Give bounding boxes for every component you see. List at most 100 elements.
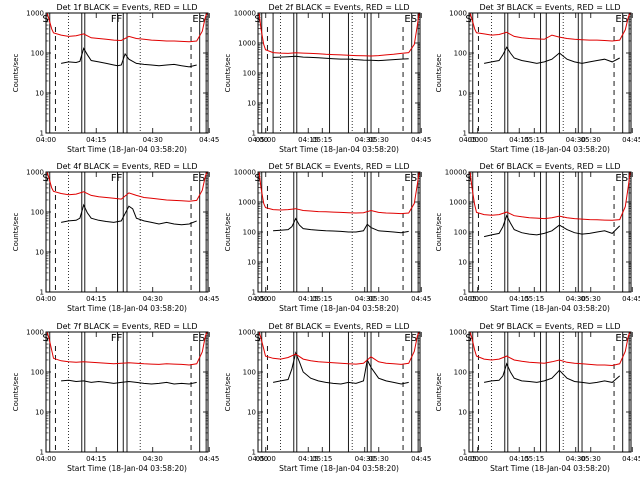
x-tick-label: 04:15 <box>298 136 318 144</box>
plot-frame <box>257 171 421 293</box>
event-marker-label: F <box>116 173 122 184</box>
series-events-line <box>61 47 197 68</box>
panel-title: Det 7f BLACK = Events, RED = LLD <box>56 322 197 331</box>
detector-panel: Det 5f BLACK = Events, RED = LLD Counts/s… <box>224 162 601 313</box>
series-lld-line <box>258 331 420 365</box>
y-axis-label: Counts/sec <box>12 373 20 412</box>
y-tick-label: 10000 <box>234 10 256 18</box>
x-tick-label: 05:15 <box>312 295 332 303</box>
event-marker-label: S <box>622 173 628 184</box>
y-tick-label: 1000 <box>449 329 467 337</box>
event-marker-label: S <box>199 333 205 344</box>
series-lld-line <box>469 171 631 221</box>
event-marker-label: S <box>411 14 417 25</box>
series-events-line <box>273 217 409 234</box>
y-tick-label: 1000 <box>238 329 256 337</box>
series-lld-line <box>469 331 631 367</box>
y-tick-label: 1000 <box>238 199 256 207</box>
series-lld-line <box>46 171 208 202</box>
detector-panel: Det 4f BLACK = Events, RED = LLD Counts/s… <box>12 162 389 313</box>
x-tick-label: 05:15 <box>524 295 544 303</box>
x-tick-label: 04:15 <box>509 295 529 303</box>
x-tick-label: 04:15 <box>298 295 318 303</box>
event-marker-label: E <box>192 14 198 25</box>
y-tick-label: 10 <box>35 409 44 417</box>
x-tick-label: 04:00 <box>36 295 56 303</box>
event-marker-label: F <box>116 14 122 25</box>
event-marker-label: E <box>192 333 198 344</box>
y-tick-label: 1000 <box>26 329 44 337</box>
event-marker-label: F <box>116 333 122 344</box>
x-axis-label: Start Time (18-Jan-04 03:58:20) <box>67 464 187 473</box>
panel-title: Det 6f BLACK = Events, RED = LLD <box>479 162 620 171</box>
event-marker-label: E <box>404 173 410 184</box>
panel-title: Det 8f BLACK = Events, RED = LLD <box>268 322 409 331</box>
event-marker-label: S <box>622 14 628 25</box>
x-tick-label: 04:30 <box>143 295 163 303</box>
detector-panel: Det 7f BLACK = Events, RED = LLD Counts/s… <box>12 322 389 473</box>
x-tick-label: 04:00 <box>248 455 268 463</box>
x-axis-label: Start Time (18-Jan-04 03:58:20) <box>67 304 187 313</box>
x-axis-label: Start Time (18-Jan-04 03:58:20) <box>67 145 187 154</box>
y-axis-label: Counts/sec <box>224 213 232 252</box>
x-tick-label: 04:15 <box>86 295 106 303</box>
x-tick-label: 04:30 <box>143 455 163 463</box>
x-axis-label: Start Time (18-Jan-04 03:58:20) <box>279 304 399 313</box>
y-axis-label: Counts/sec <box>435 373 443 412</box>
x-axis-label: Start Time (18-Jan-04 03:58:20) <box>279 464 399 473</box>
x-tick-label: 04:30 <box>355 455 375 463</box>
x-tick-label: 04:45 <box>411 136 431 144</box>
y-tick-label: 10 <box>458 259 467 267</box>
x-tick-label: 05:00 <box>256 455 276 463</box>
event-marker-label: F <box>111 173 117 184</box>
x-axis-label: Start Time (18-Jan-04 03:58:20) <box>490 464 610 473</box>
event-marker-label: S <box>411 333 417 344</box>
x-tick-label: 04:00 <box>36 136 56 144</box>
y-axis-label: Counts/sec <box>435 54 443 93</box>
x-tick-label: 05:30 <box>581 295 601 303</box>
x-tick-label: 04:15 <box>509 136 529 144</box>
x-tick-label: 04:45 <box>199 295 219 303</box>
y-tick-label: 10 <box>35 249 44 257</box>
y-tick-label: 100 <box>31 369 44 377</box>
y-tick-label: 10 <box>35 90 44 98</box>
event-marker-label: S <box>199 14 205 25</box>
event-marker-label: S <box>622 333 628 344</box>
event-marker-label: S <box>411 173 417 184</box>
x-tick-label: 05:00 <box>256 295 276 303</box>
detector-panel: Det 1f BLACK = Events, RED = LLD Counts/s… <box>12 3 389 154</box>
x-tick-label: 04:30 <box>566 136 586 144</box>
event-marker-label: S <box>199 173 205 184</box>
x-tick-label: 05:30 <box>369 136 389 144</box>
series-lld-line <box>46 12 208 43</box>
event-marker-label: E <box>192 173 198 184</box>
y-tick-label: 1 <box>40 449 44 457</box>
x-tick-label: 05:15 <box>524 136 544 144</box>
panel-title: Det 3f BLACK = Events, RED = LLD <box>479 3 620 12</box>
y-tick-label: 100 <box>243 229 256 237</box>
x-tick-label: 04:00 <box>248 136 268 144</box>
x-tick-label: 05:30 <box>369 295 389 303</box>
y-tick-label: 1 <box>463 449 467 457</box>
x-tick-label: 04:45 <box>411 455 431 463</box>
y-tick-label: 100 <box>454 229 467 237</box>
event-marker-label: E <box>615 14 621 25</box>
x-tick-label: 04:00 <box>459 295 479 303</box>
x-tick-label: 04:15 <box>86 136 106 144</box>
x-tick-label: 05:00 <box>256 136 276 144</box>
y-tick-label: 10 <box>247 100 256 108</box>
x-tick-label: 04:00 <box>459 455 479 463</box>
y-axis-label: Counts/sec <box>12 213 20 252</box>
panel-title: Det 1f BLACK = Events, RED = LLD <box>56 3 197 12</box>
y-tick-label: 1000 <box>449 10 467 18</box>
x-tick-label: 04:45 <box>622 136 640 144</box>
event-marker-label: E <box>615 333 621 344</box>
y-axis-label: Counts/sec <box>12 54 20 93</box>
y-tick-label: 1 <box>252 289 256 297</box>
x-tick-label: 05:15 <box>312 455 332 463</box>
x-tick-label: 04:30 <box>355 136 375 144</box>
x-tick-label: 05:30 <box>369 455 389 463</box>
y-tick-label: 1 <box>40 130 44 138</box>
y-tick-label: 1000 <box>449 199 467 207</box>
